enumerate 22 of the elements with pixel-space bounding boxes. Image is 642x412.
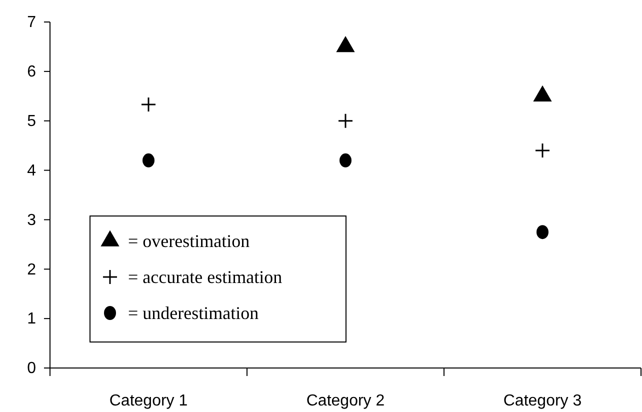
y-tick-label: 5	[27, 112, 36, 130]
y-tick-label: 4	[27, 162, 36, 180]
legend-label: = overestimation	[128, 231, 250, 251]
legend-label: = accurate estimation	[128, 267, 282, 287]
point	[533, 85, 552, 102]
point	[536, 225, 548, 240]
x-tick-label: Category 1	[109, 392, 188, 410]
point	[338, 113, 354, 129]
y-tick-label: 1	[27, 310, 36, 328]
point	[340, 153, 352, 168]
y-tick-label: 2	[27, 261, 36, 278]
point	[534, 142, 550, 158]
y-tick-label: 7	[27, 14, 36, 32]
x-tick-label: Category 3	[503, 392, 582, 410]
y-tick-label: 6	[27, 64, 36, 81]
point	[140, 96, 156, 112]
point	[142, 153, 154, 168]
y-tick-label: 0	[27, 360, 36, 378]
legend-label: = underestimation	[128, 303, 259, 323]
y-tick-label: 3	[27, 212, 36, 229]
x-tick-label: Category 2	[306, 392, 385, 410]
point	[336, 36, 355, 52]
